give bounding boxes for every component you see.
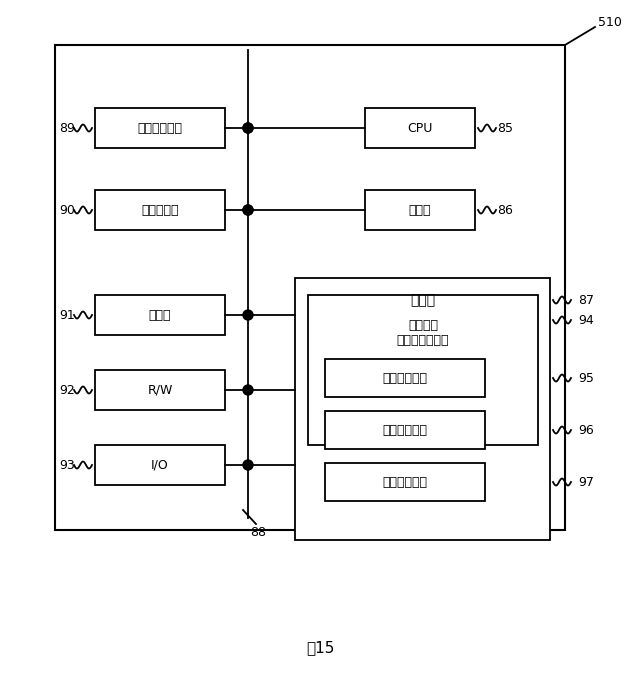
Text: 解析プロセス: 解析プロセス [383,371,428,384]
Text: 修正プロセス: 修正プロセス [383,475,428,488]
Text: 94: 94 [578,314,594,327]
Text: 92: 92 [59,384,75,397]
Circle shape [243,123,253,133]
Circle shape [243,205,253,215]
Text: 96: 96 [578,423,594,436]
Text: 図15: 図15 [306,640,334,656]
Bar [95,108,225,148]
Text: CPU: CPU [407,121,433,134]
Bar [308,295,538,445]
Bar [325,411,485,449]
Bar [365,190,475,230]
Text: キーボード: キーボード [141,203,179,216]
Bar [95,445,225,485]
Text: 91: 91 [59,308,75,321]
Text: マウス: マウス [148,308,172,321]
Text: R/W: R/W [147,384,173,397]
Text: 510: 510 [598,16,622,29]
Text: 93: 93 [59,458,75,471]
Text: 97: 97 [578,475,594,488]
Text: 基板設計
支援プログラム: 基板設計 支援プログラム [397,319,449,347]
Circle shape [243,310,253,320]
Bar [325,463,485,501]
Text: 判定プロセス: 判定プロセス [383,423,428,436]
Bar [365,108,475,148]
Text: 87: 87 [578,293,594,306]
Bar [95,295,225,335]
Text: 88: 88 [250,525,266,538]
Text: 86: 86 [497,203,513,216]
Circle shape [243,123,253,133]
Circle shape [243,460,253,470]
Text: 89: 89 [59,121,75,134]
Bar [325,359,485,397]
Text: 85: 85 [497,121,513,134]
Text: 95: 95 [578,371,594,384]
Bar [295,278,550,540]
Bar [55,45,565,530]
Text: 記憶部: 記憶部 [410,293,435,307]
Circle shape [243,205,253,215]
Text: ディスプレイ: ディスプレイ [138,121,182,134]
Text: 90: 90 [59,203,75,216]
Bar [95,370,225,410]
Circle shape [243,385,253,395]
Bar [95,190,225,230]
Text: I/O: I/O [151,458,169,471]
Text: メモリ: メモリ [409,203,431,216]
